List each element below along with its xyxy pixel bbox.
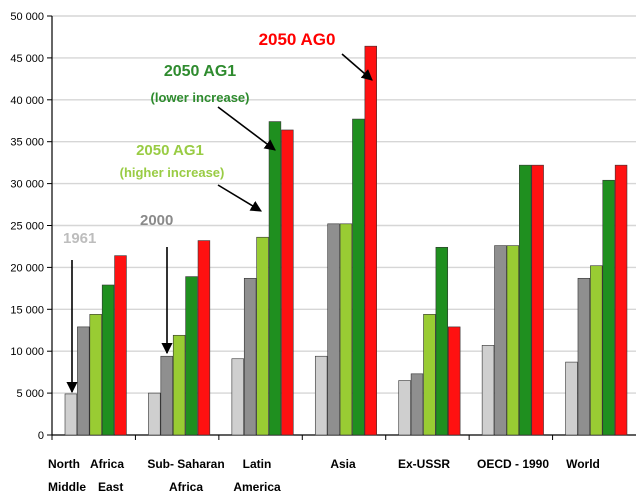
bar: [185, 276, 198, 436]
bar: [519, 164, 532, 436]
x-category-label: World: [566, 457, 600, 471]
y-tick-label: 35 000: [10, 137, 44, 149]
annotation-arrow: [341, 53, 373, 81]
bars: [64, 45, 628, 436]
annotation-label: (lower increase): [151, 90, 250, 105]
y-tick-label: 10 000: [10, 346, 44, 358]
y-tick-label: 0: [38, 430, 44, 442]
bar: [114, 255, 127, 436]
x-category-label: Sub- Saharan: [147, 457, 224, 471]
x-category-label: East: [98, 480, 123, 494]
y-tick-label: 45 000: [10, 53, 44, 65]
axis-labels: 0 5 000 10 000 15 000 20 000 25 000 30 000 35 0…: [10, 11, 600, 494]
bar: [172, 334, 186, 436]
x-category-label: Asia: [330, 457, 356, 471]
bar: [352, 118, 365, 436]
annotation-label: (higher increase): [120, 165, 225, 180]
bar: [243, 277, 257, 436]
bar: [590, 265, 603, 436]
bar: [398, 380, 411, 436]
x-category-label: Africa: [169, 480, 203, 494]
x-category-label: Latin: [243, 457, 272, 471]
bar: [64, 393, 78, 436]
bar: [410, 373, 424, 436]
y-tick-label: 40 000: [10, 95, 44, 107]
bar: [614, 164, 628, 436]
bar: [231, 358, 244, 436]
bar: [160, 355, 173, 436]
bar: [565, 361, 578, 436]
bar: [327, 223, 340, 436]
bar: [281, 129, 294, 436]
bar: [577, 277, 591, 436]
x-category-label: Africa: [90, 457, 124, 471]
x-category-label: Middle: [48, 480, 86, 494]
y-tick-label: 25 000: [10, 221, 44, 233]
annotation-arrow: [217, 184, 262, 212]
bar: [314, 355, 328, 436]
y-tick-label: 5 000: [16, 388, 44, 400]
y-tick-label: 20 000: [10, 262, 44, 274]
y-tick-label: 15 000: [10, 304, 44, 316]
bar: [448, 326, 461, 436]
bar: [423, 314, 436, 436]
bar: [256, 236, 269, 436]
annotation-label: 2000: [140, 212, 173, 229]
bar: [364, 45, 377, 436]
annotation-label: 2050 AG0: [259, 30, 336, 49]
y-tick-label: 50 000: [10, 11, 44, 23]
bar: [494, 245, 507, 436]
x-category-label: North: [48, 457, 80, 471]
x-category-label: America: [233, 480, 281, 494]
bar: [197, 240, 211, 436]
bar: [339, 223, 353, 436]
annotation-label: 2050 AG1: [164, 63, 236, 80]
bar: [506, 245, 520, 436]
bar: [89, 314, 102, 436]
bar: [481, 345, 495, 436]
bar: [531, 164, 544, 436]
bar: [101, 284, 115, 436]
annotation-arrow: [217, 106, 276, 151]
bar: [602, 179, 615, 436]
bar: [435, 246, 449, 436]
annotations: 1961 2000 2050 AG1 (higher increase) 2050 AG…: [63, 30, 373, 394]
y-tick-label: 30 000: [10, 179, 44, 191]
x-category-label: OECD - 1990: [477, 457, 549, 471]
bar: [77, 326, 90, 436]
annotation-label: 2050 AG1: [136, 142, 204, 159]
x-category-label: Ex-USSR: [398, 457, 450, 471]
bar: [268, 121, 282, 436]
bar: [148, 392, 161, 436]
annotation-label: 1961: [63, 230, 96, 247]
